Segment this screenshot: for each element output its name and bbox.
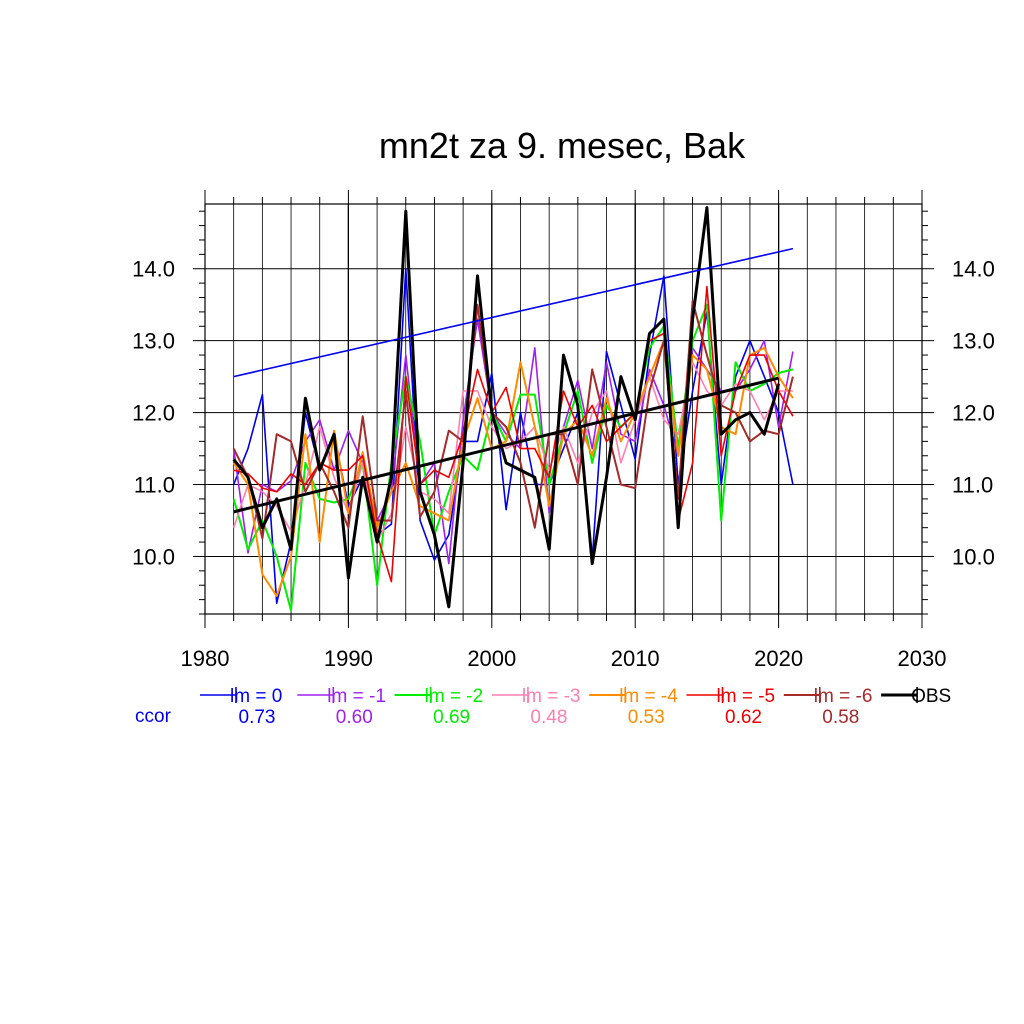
ccor-value: 0.53: [628, 707, 665, 728]
ccor-value: 0.58: [822, 707, 859, 728]
axes: 1980 1990 2000 2010 2020 2030 10.0 10.0 11.0 11.0…: [132, 190, 995, 671]
legend-label: lm = -5: [717, 686, 776, 707]
legend-label: lm = -3: [522, 686, 581, 707]
ccor-value: 0.48: [530, 707, 567, 728]
x-tick-label: 1980: [181, 646, 230, 671]
trend-line: [233, 247, 794, 378]
grid: [205, 204, 922, 614]
legend-label: lm = -2: [425, 686, 484, 707]
legend-label: lm = -6: [814, 686, 873, 707]
y-tick-label-left: 12.0: [132, 401, 175, 426]
y-tick-label-left: 10.0: [132, 544, 175, 569]
x-tick-label: 2010: [611, 646, 660, 671]
y-tick-label-right: 12.0: [952, 401, 995, 426]
trend-line: [233, 376, 779, 514]
ccor-value: 0.73: [239, 707, 276, 728]
y-tick-label-left: 13.0: [132, 329, 175, 354]
series-line-lm-6: [232, 300, 794, 540]
legend-label: lm = 0: [230, 686, 282, 707]
y-tick-label-left: 14.0: [132, 257, 175, 282]
legend-label: lm = -4: [619, 686, 678, 707]
series-line-obs: [232, 206, 781, 609]
ccor-value: 0.60: [336, 707, 373, 728]
chart-title: mn2t za 9. mesec, Bak: [379, 125, 746, 166]
series-line-lm-5: [233, 285, 794, 583]
ccor-label: ccor: [135, 706, 172, 727]
trend-lines: [233, 247, 794, 514]
ccor-value: 0.62: [725, 707, 762, 728]
x-tick-label: 2000: [467, 646, 516, 671]
y-tick-label-left: 11.0: [134, 473, 175, 498]
legend-label: OBS: [911, 686, 951, 707]
legend-label: lm = -1: [327, 686, 386, 707]
plot-frame: [204, 203, 923, 615]
y-tick-label-right: 13.0: [952, 329, 995, 354]
y-tick-label-right: 11.0: [952, 473, 993, 498]
ccor-value: 0.69: [433, 707, 470, 728]
x-tick-label: 2020: [754, 646, 803, 671]
x-tick-label: 2030: [898, 646, 947, 671]
series-lines: [232, 206, 794, 612]
series-line-lm-4: [232, 339, 794, 597]
y-tick-label-right: 10.0: [952, 544, 995, 569]
y-tick-label-right: 14.0: [952, 257, 995, 282]
series-line-lm-1: [232, 318, 794, 565]
x-tick-label: 1990: [324, 646, 373, 671]
